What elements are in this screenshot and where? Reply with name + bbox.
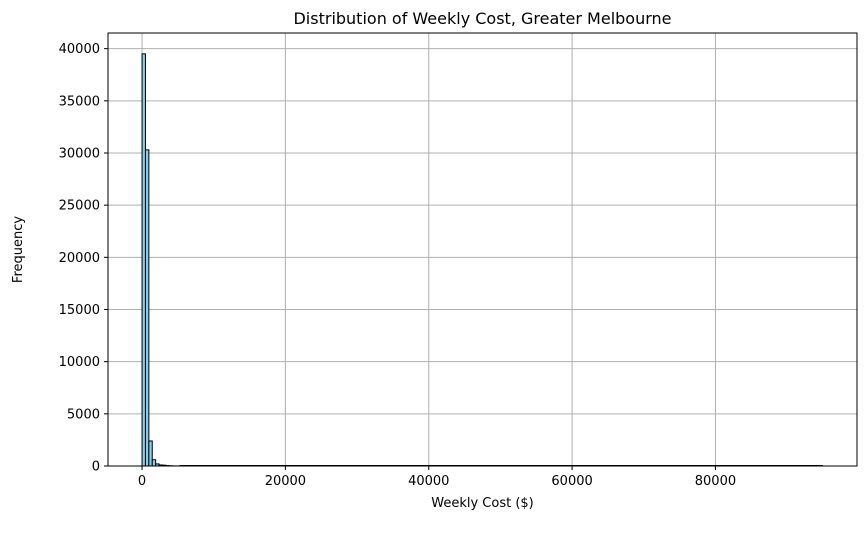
x-tick-label: 80000 bbox=[695, 474, 736, 489]
x-axis-ticks: 0 20000 40000 60000 80000 bbox=[138, 466, 736, 489]
grid-lines bbox=[108, 33, 857, 467]
histogram-bar bbox=[148, 440, 153, 467]
y-tick-label: 30000 bbox=[59, 146, 100, 161]
y-tick-label: 25000 bbox=[59, 199, 100, 214]
chart-title: Distribution of Weekly Cost, Greater Mel… bbox=[293, 9, 671, 28]
y-axis-ticks: 0 5000 10000 15000 20000 25000 30000 35000 40000 bbox=[59, 42, 108, 475]
y-axis-label: Frequency bbox=[11, 216, 26, 283]
histogram-bar bbox=[141, 53, 146, 467]
x-axis-label: Weekly Cost ($) bbox=[431, 496, 534, 511]
plot-frame bbox=[107, 32, 858, 467]
y-tick-label: 0 bbox=[92, 460, 100, 475]
histogram-bar bbox=[144, 149, 150, 467]
y-tick-label: 15000 bbox=[59, 303, 100, 318]
y-tick-label: 40000 bbox=[59, 42, 100, 57]
histogram-bar bbox=[151, 459, 157, 467]
x-tick-label: 20000 bbox=[265, 474, 306, 489]
x-tick-label: 40000 bbox=[408, 474, 449, 489]
x-tick-label: 0 bbox=[138, 474, 146, 489]
y-tick-label: 35000 bbox=[59, 94, 100, 109]
x-tick-label: 60000 bbox=[551, 474, 592, 489]
y-tick-label: 5000 bbox=[67, 407, 100, 422]
y-tick-label: 20000 bbox=[59, 251, 100, 266]
histogram-bars bbox=[141, 53, 823, 467]
y-tick-label: 10000 bbox=[59, 355, 100, 370]
